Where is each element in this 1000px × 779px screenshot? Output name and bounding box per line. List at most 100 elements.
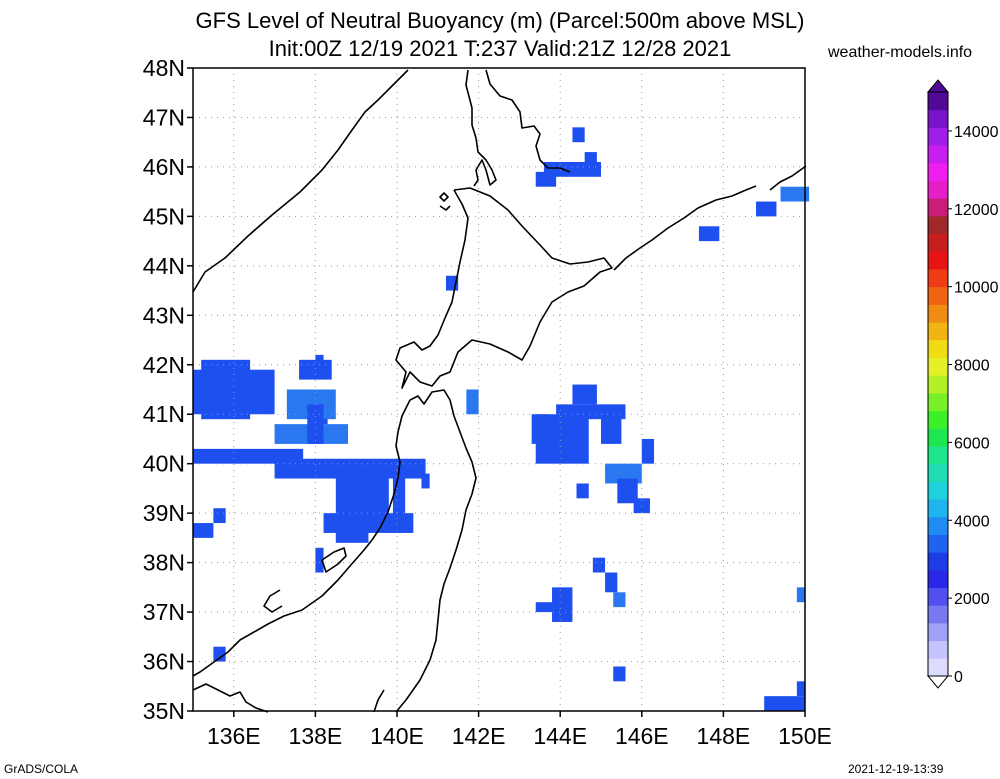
footer-software: GrADS/COLA: [4, 762, 79, 776]
lat-label: 46N: [143, 154, 185, 180]
lat-label: 43N: [143, 302, 185, 328]
coastlines: [192, 69, 807, 713]
colorbar-segment: [928, 322, 948, 341]
noto-peninsula: [263, 589, 283, 613]
lnb-cell: [201, 359, 251, 420]
colorbar-bottom-arrow: [926, 675, 950, 689]
lnb-cell: [780, 186, 810, 202]
lnb-cell: [213, 646, 226, 662]
lnb-cell: [335, 513, 369, 543]
lnb-cell: [756, 201, 777, 217]
colorbar-segment: [928, 569, 948, 589]
lon-label: 140E: [370, 723, 424, 749]
colorbar-segment: [928, 215, 948, 235]
lon-label: 148E: [697, 723, 751, 749]
colorbar-segment: [928, 92, 948, 111]
colorbar-segment: [928, 109, 948, 128]
lnb-cell: [796, 587, 805, 603]
sado-island: [321, 547, 347, 573]
colorbar-segment: [928, 552, 948, 571]
lon-label: 138E: [289, 723, 343, 749]
lnb-cell: [572, 384, 597, 405]
lon-label: 136E: [207, 723, 261, 749]
colorbar-segment: [928, 605, 948, 624]
colorbar-segment: [928, 286, 948, 305]
colorbar-segment: [928, 445, 948, 465]
lnb-cell: [572, 127, 585, 143]
lnb-cell: [617, 478, 638, 504]
colorbar-segment: [928, 499, 948, 518]
colorbar-segment: [928, 357, 948, 376]
lnb-cell: [213, 508, 226, 524]
lat-label: 37N: [143, 599, 185, 625]
lnb-cell: [552, 587, 573, 622]
source-credit: weather-models.info: [828, 44, 973, 61]
rishiri-island: [439, 192, 449, 202]
honshu-coast: [395, 389, 477, 713]
hokkaido-coast: [395, 187, 613, 389]
lnb-cell: [584, 152, 597, 167]
colorbar-segment: [928, 145, 948, 164]
sakhalin-coast: [465, 69, 571, 187]
lon-label: 146E: [615, 723, 669, 749]
lat-label: 45N: [143, 203, 185, 229]
lnb-cell: [764, 696, 805, 711]
colorbar-label: 2000: [954, 591, 990, 608]
lnb-cell: [274, 458, 426, 479]
colorbar-label: 12000: [954, 202, 999, 219]
colorbar-segment: [928, 162, 948, 181]
grid-lines: [187, 67, 806, 717]
lat-label: 35N: [143, 698, 185, 724]
colorbar-segment: [928, 622, 948, 642]
lnb-field: [193, 127, 810, 711]
lnb-cell: [633, 498, 650, 514]
small-island: [439, 205, 451, 211]
colorbar-labels: 14000 12000 10000 8000 6000 4000 2000 0: [948, 124, 999, 686]
lnb-cell: [641, 438, 655, 464]
lat-label: 47N: [143, 104, 185, 130]
kii-coast: [192, 683, 269, 713]
colorbar-top-arrow: [926, 79, 950, 93]
colorbar-label: 4000: [954, 513, 990, 530]
lnb-cell: [193, 523, 214, 538]
colorbar-segment: [928, 339, 948, 358]
colorbar-frame: [927, 91, 949, 677]
colorbar-segment: [928, 534, 948, 553]
honshu-west-coast: [192, 399, 411, 677]
colorbar-segment: [928, 658, 948, 677]
colorbar-segment: [928, 428, 948, 447]
lat-label: 48N: [143, 55, 185, 81]
lnb-cell: [466, 389, 479, 415]
colorbar-label: 0: [954, 669, 963, 686]
lnb-cell: [315, 354, 324, 370]
lon-label: 142E: [452, 723, 506, 749]
colorbar-segment: [928, 587, 948, 606]
lat-label: 42N: [143, 352, 185, 378]
lat-label: 44N: [143, 253, 185, 279]
colorbar-segment: [928, 640, 948, 659]
longitude-labels: 136E 138E 140E 142E 144E 146E 148E 150E: [207, 723, 832, 749]
lat-label: 36N: [143, 649, 185, 675]
lnb-cell: [535, 171, 557, 187]
colorbar-segment: [928, 410, 948, 429]
lnb-cell: [535, 602, 561, 613]
lat-label: 39N: [143, 500, 185, 526]
lat-label: 38N: [143, 550, 185, 576]
chart-subtitle: Init:00Z 12/19 2021 T:237 Valid:21Z 12/2…: [268, 36, 732, 61]
colorbar: [926, 79, 950, 689]
lon-label: 144E: [533, 723, 587, 749]
latitude-labels: 48N 47N 46N 45N 44N 43N 42N 41N 40N 39N 38N 37N 36N 3…: [143, 55, 185, 724]
lon-label: 150E: [778, 723, 832, 749]
boso-coast: [373, 689, 385, 713]
lnb-cell: [421, 473, 430, 489]
lnb-cell: [605, 572, 618, 593]
colorbar-segment: [928, 198, 948, 217]
lat-label: 41N: [143, 401, 185, 427]
lnb-cell: [315, 547, 324, 573]
colorbar-segment: [928, 127, 948, 146]
colorbar-segment: [928, 375, 948, 394]
colorbar-segment: [928, 463, 948, 482]
colorbar-label: 10000: [954, 280, 999, 297]
map-frame: [192, 67, 806, 712]
